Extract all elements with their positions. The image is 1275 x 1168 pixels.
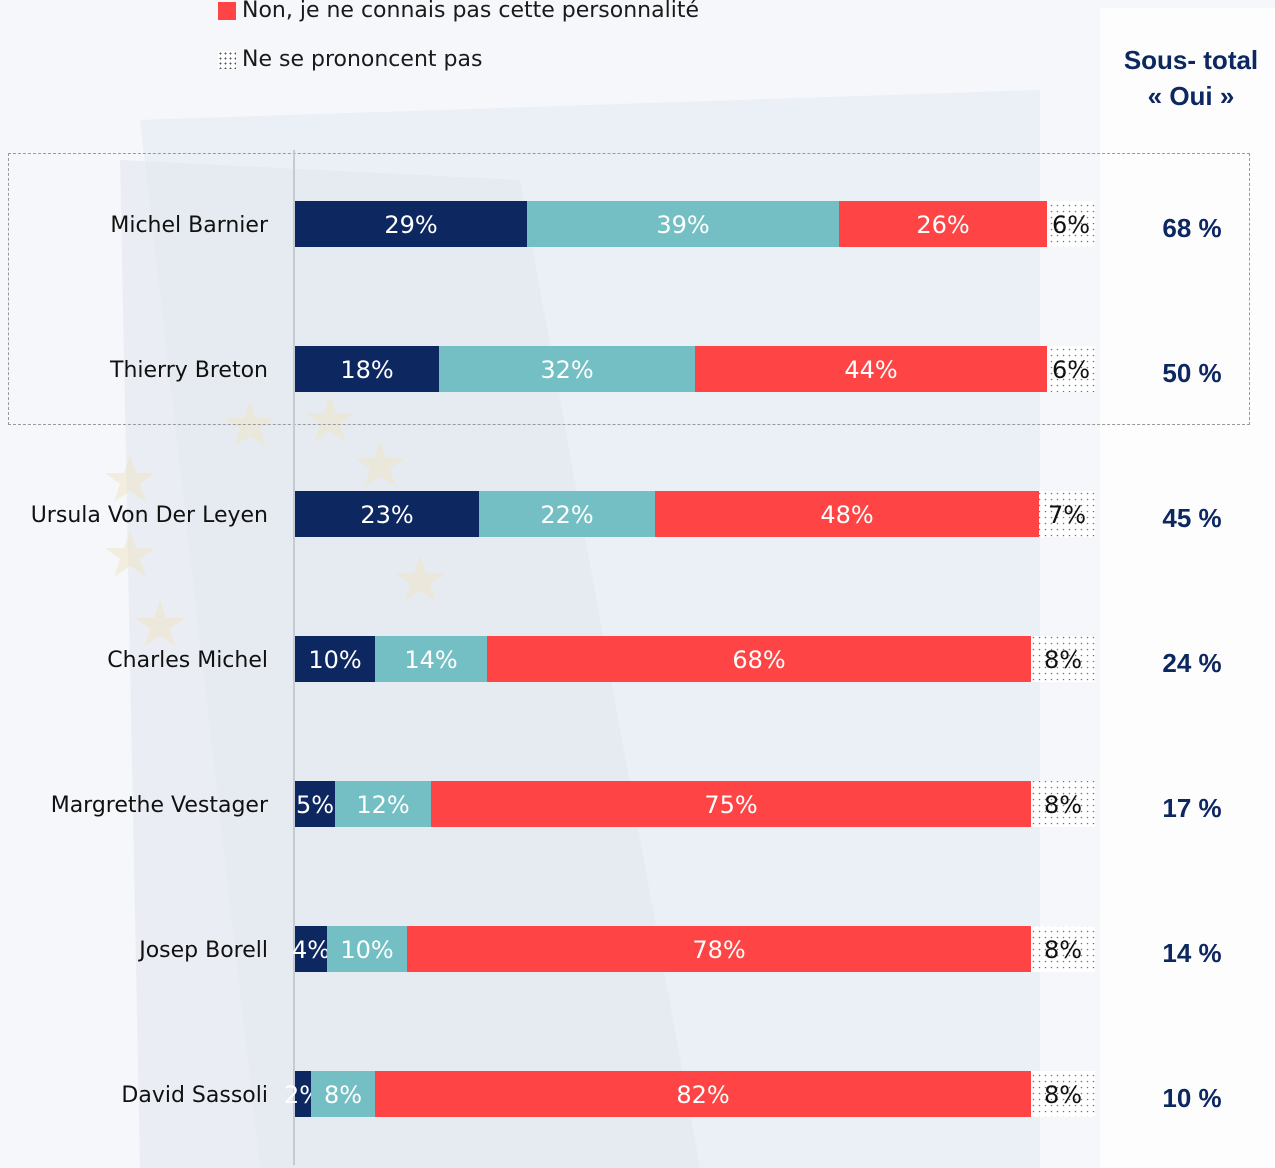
bar-josep-borell-seg1 [295,926,327,972]
category-label-charles-michel: Charles Michel [107,648,268,673]
bar-michel-barnier-seg4 [1047,201,1095,247]
data-label-ursula-von-der-leyen-seg2: 22% [540,501,593,529]
subtotal-margrethe-vestager: 17 % [1162,793,1221,823]
category-label-thierry-breton: Thierry Breton [109,358,268,383]
legend-swatch-red [218,1,236,20]
category-label-ursula-von-der-leyen: Ursula Von Der Leyen [31,503,268,528]
subtotal-michel-barnier: 68 % [1162,213,1221,243]
bar-josep-borell-seg3 [407,926,1031,972]
category-label-michel-barnier: Michel Barnier [110,213,269,238]
bar-michel-barnier-seg3 [839,201,1047,247]
bar-charles-michel-seg4 [1031,636,1095,682]
subtotal-ursula-von-der-leyen: 45 % [1162,503,1221,533]
bar-michel-barnier-seg2 [527,201,839,247]
bar-ursula-von-der-leyen-seg3 [655,491,1039,537]
data-label-thierry-breton-seg2: 32% [540,356,593,384]
category-axis-line [293,150,295,1165]
data-label-charles-michel-seg3: 68% [732,646,785,674]
highlight-box [8,153,1250,425]
bar-ursula-von-der-leyen-seg4 [1039,491,1095,537]
data-label-margrethe-vestager-seg4: 8% [1044,791,1082,819]
legend-label-non: Non, je ne connais pas cette personnalit… [242,0,699,23]
bar-thierry-breton-seg4 [1047,346,1095,392]
data-label-margrethe-vestager-seg3: 75% [704,791,757,819]
data-label-josep-borell-seg1: 4% [292,936,330,964]
legend-item-non: Non, je ne connais pas cette personnalit… [218,0,699,23]
bar-thierry-breton-seg2 [439,346,695,392]
bar-david-sassoli-seg1 [295,1071,311,1117]
bar-thierry-breton-seg1 [295,346,439,392]
category-label-josep-borell: Josep Borell [137,938,268,963]
bar-margrethe-vestager-seg2 [335,781,431,827]
bar-margrethe-vestager-seg1 [295,781,335,827]
data-label-charles-michel-seg1: 10% [308,646,361,674]
category-label-david-sassoli: David Sassoli [121,1083,268,1108]
data-label-thierry-breton-seg4: 6% [1052,356,1090,384]
subtotal-thierry-breton: 50 % [1162,358,1221,388]
bar-david-sassoli-seg3 [375,1071,1031,1117]
bar-ursula-von-der-leyen-seg2 [479,491,655,537]
bar-david-sassoli-seg4 [1031,1071,1095,1117]
data-label-margrethe-vestager-seg2: 12% [356,791,409,819]
data-label-david-sassoli-seg4: 8% [1044,1081,1082,1109]
data-label-michel-barnier-seg4: 6% [1052,211,1090,239]
data-label-ursula-von-der-leyen-seg3: 48% [820,501,873,529]
subtotal-charles-michel: 24 % [1162,648,1221,678]
bar-josep-borell-seg2 [327,926,407,972]
data-label-ursula-von-der-leyen-seg1: 23% [360,501,413,529]
data-label-charles-michel-seg4: 8% [1044,646,1082,674]
subtotal-column [1100,8,1275,1168]
bar-thierry-breton-seg3 [695,346,1047,392]
bar-margrethe-vestager-seg3 [431,781,1031,827]
bar-david-sassoli-seg2 [311,1071,375,1117]
bar-josep-borell-seg4 [1031,926,1095,972]
data-label-thierry-breton-seg1: 18% [340,356,393,384]
bar-ursula-von-der-leyen-seg1 [295,491,479,537]
category-label-margrethe-vestager: Margrethe Vestager [51,793,269,818]
bar-charles-michel-seg3 [487,636,1031,682]
bar-michel-barnier-seg1 [295,201,527,247]
subtotal-header-line2: « Oui » [1147,81,1235,111]
data-label-charles-michel-seg2: 14% [404,646,457,674]
data-label-josep-borell-seg2: 10% [340,936,393,964]
data-label-david-sassoli-seg2: 8% [324,1081,362,1109]
data-label-margrethe-vestager-seg1: 5% [296,791,334,819]
data-label-josep-borell-seg3: 78% [692,936,745,964]
subtotal-header: Sous- total « Oui » [1100,42,1275,114]
bar-charles-michel-seg1 [295,636,375,682]
bar-charles-michel-seg2 [375,636,487,682]
bar-margrethe-vestager-seg4 [1031,781,1095,827]
subtotal-header-line1: Sous- total [1123,45,1259,75]
data-label-josep-borell-seg4: 8% [1044,936,1082,964]
data-label-david-sassoli-seg3: 82% [676,1081,729,1109]
legend-swatch-dotted [218,50,236,69]
legend-label-nsp: Ne se prononcent pas [242,47,483,72]
subtotal-david-sassoli: 10 % [1162,1083,1221,1113]
data-label-michel-barnier-seg1: 29% [384,211,437,239]
legend-item-nsp: Ne se prononcent pas [218,47,482,72]
data-label-ursula-von-der-leyen-seg4: 7% [1048,501,1086,529]
data-label-michel-barnier-seg2: 39% [656,211,709,239]
data-label-michel-barnier-seg3: 26% [916,211,969,239]
data-label-thierry-breton-seg3: 44% [844,356,897,384]
subtotal-josep-borell: 14 % [1162,938,1221,968]
